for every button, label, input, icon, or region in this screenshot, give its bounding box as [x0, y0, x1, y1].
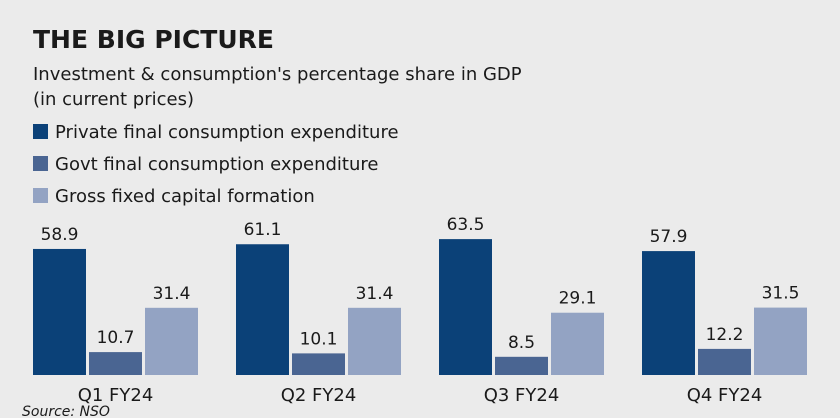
bar — [698, 348, 751, 375]
legend-label: Private final consumption expenditure — [55, 122, 399, 143]
bar — [495, 356, 548, 375]
data-label: 31.5 — [762, 284, 800, 304]
data-label: 31.4 — [153, 284, 191, 304]
bar — [348, 307, 401, 375]
x-tick-label: Q3 FY24 — [484, 385, 560, 406]
subtitle: Investment & consumption's percentage sh… — [33, 64, 522, 85]
x-tick-label: Q2 FY24 — [281, 385, 357, 406]
source: Source: NSO — [22, 404, 110, 418]
data-label: 63.5 — [447, 215, 485, 235]
legend-swatch — [33, 188, 48, 203]
data-label: 10.1 — [300, 329, 338, 349]
data-label: 57.9 — [650, 227, 688, 247]
bar — [439, 239, 492, 375]
x-tick-label: Q4 FY24 — [687, 385, 763, 406]
data-label: 31.4 — [356, 284, 394, 304]
chart-title: THE BIG PICTURE — [33, 25, 274, 54]
bar — [33, 248, 86, 375]
bar — [145, 307, 198, 375]
data-label: 10.7 — [97, 328, 135, 348]
legend-label: Gross fixed capital formation — [55, 186, 315, 207]
bar — [642, 251, 695, 375]
data-label: 8.5 — [508, 333, 535, 353]
data-label: 58.9 — [41, 225, 79, 245]
bar — [551, 312, 604, 375]
bar — [754, 307, 807, 375]
data-label: 12.2 — [706, 325, 744, 345]
bar — [236, 244, 289, 375]
subtitle: (in current prices) — [33, 89, 194, 110]
data-label: 61.1 — [244, 220, 282, 240]
x-tick-label: Q1 FY24 — [78, 385, 154, 406]
legend-swatch — [33, 156, 48, 171]
bar — [89, 352, 142, 375]
legend-label: Govt final consumption expenditure — [55, 154, 378, 175]
bar — [292, 353, 345, 375]
data-label: 29.1 — [559, 289, 597, 309]
legend-swatch — [33, 124, 48, 139]
